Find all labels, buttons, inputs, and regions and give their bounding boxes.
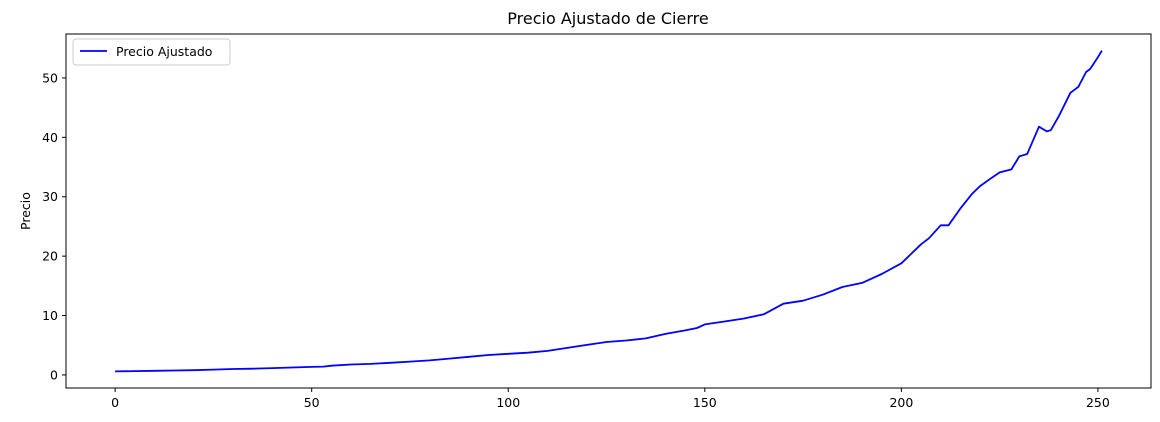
plot-frame	[65, 33, 1152, 389]
x-tick-label: 200	[889, 395, 913, 410]
x-tick-label: 250	[1086, 395, 1110, 410]
y-tick-label: 40	[42, 130, 58, 145]
x-tick-label: 150	[693, 395, 717, 410]
chart-title: Precio Ajustado de Cierre	[507, 9, 708, 28]
y-tick-label: 50	[42, 70, 58, 85]
y-tick-label: 30	[42, 189, 58, 204]
plot-area	[65, 33, 1152, 389]
legend: Precio Ajustado	[72, 38, 231, 66]
y-tick-label: 0	[50, 367, 58, 382]
y-tick-label: 10	[42, 308, 58, 323]
y-axis-label: Precio	[18, 192, 33, 230]
x-tick-label: 0	[111, 395, 119, 410]
x-tick-label: 50	[304, 395, 320, 410]
y-tick-label: 20	[42, 249, 58, 264]
legend-label: Precio Ajustado	[116, 44, 212, 59]
y-axis: 0 10 20 30 40 50	[42, 70, 66, 382]
series-line-precio-ajustado	[115, 50, 1103, 373]
x-tick-label: 100	[496, 395, 520, 410]
legend-box	[72, 38, 231, 66]
x-axis: 0 50 100 150 200 250	[111, 388, 1110, 410]
